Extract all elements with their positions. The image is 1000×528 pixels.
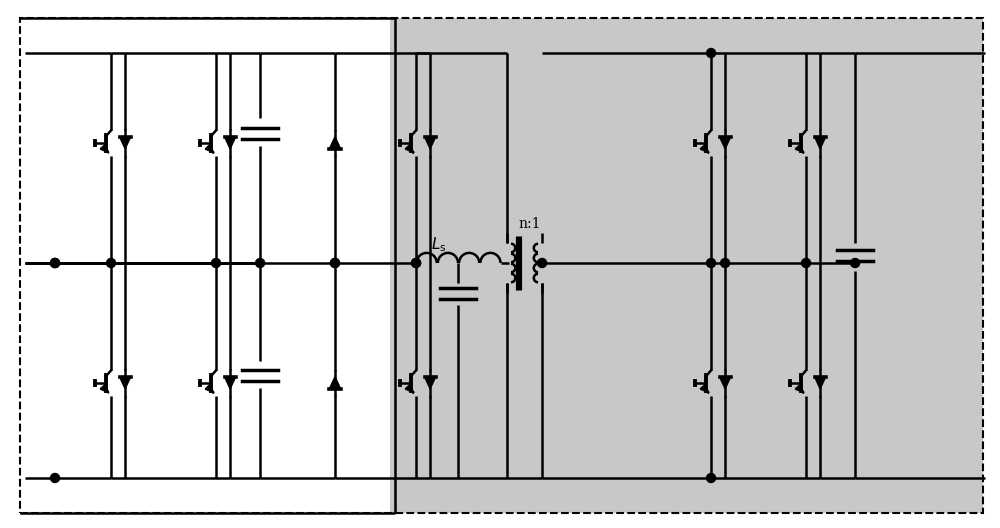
Circle shape	[50, 259, 60, 268]
Circle shape	[50, 259, 60, 268]
Circle shape	[50, 474, 60, 483]
Polygon shape	[225, 137, 236, 149]
FancyBboxPatch shape	[20, 18, 390, 513]
Polygon shape	[120, 137, 131, 149]
Polygon shape	[815, 137, 826, 149]
Circle shape	[50, 259, 60, 268]
Circle shape	[707, 259, 716, 268]
Circle shape	[412, 259, 421, 268]
Circle shape	[330, 259, 340, 268]
Circle shape	[721, 259, 730, 268]
Circle shape	[707, 49, 716, 58]
Polygon shape	[329, 376, 341, 389]
Polygon shape	[425, 377, 436, 389]
Circle shape	[256, 259, 265, 268]
Text: n:1: n:1	[518, 217, 541, 231]
Circle shape	[851, 259, 860, 268]
Circle shape	[107, 259, 116, 268]
Circle shape	[212, 259, 221, 268]
Polygon shape	[329, 137, 341, 149]
Polygon shape	[720, 137, 731, 149]
Polygon shape	[225, 377, 236, 389]
Circle shape	[538, 259, 547, 268]
Text: $L_{\mathrm{s}}$: $L_{\mathrm{s}}$	[431, 235, 447, 253]
Circle shape	[802, 259, 811, 268]
Polygon shape	[120, 377, 131, 389]
FancyBboxPatch shape	[275, 18, 983, 513]
Circle shape	[707, 474, 716, 483]
Polygon shape	[425, 137, 436, 149]
Circle shape	[330, 259, 340, 268]
Circle shape	[412, 259, 421, 268]
Polygon shape	[720, 377, 731, 389]
Polygon shape	[815, 377, 826, 389]
